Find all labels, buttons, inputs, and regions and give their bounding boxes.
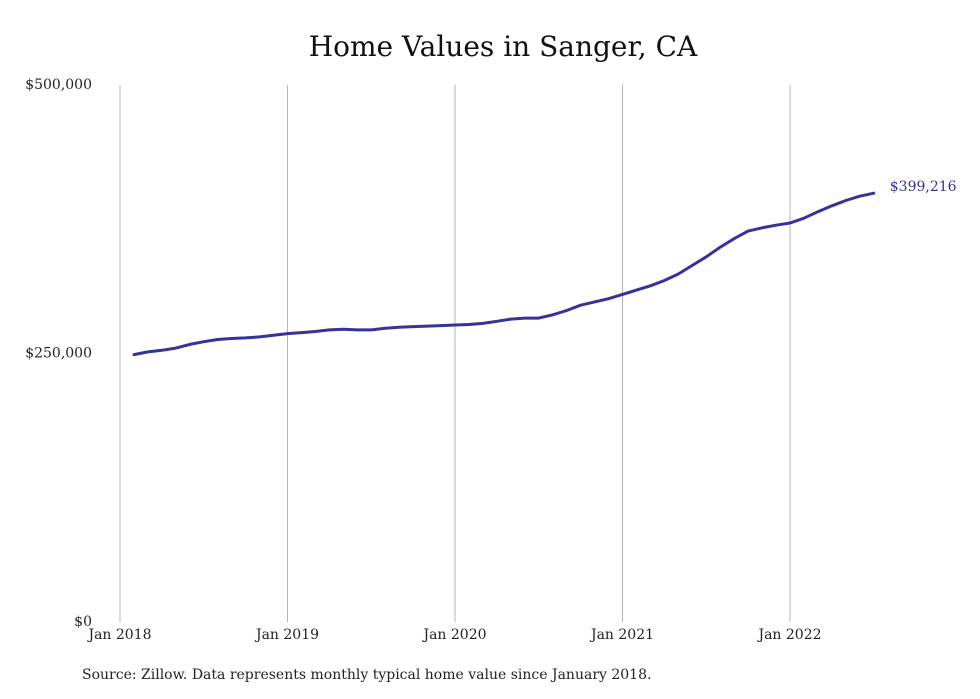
y-tick-label: $500,000: [25, 77, 92, 93]
x-tick-label: Jan 2019: [254, 627, 319, 643]
x-tick-label: Jan 2022: [756, 627, 821, 643]
y-tick-label: $250,000: [25, 346, 92, 362]
x-axis-ticks: Jan 2018 Jan 2019 Jan 2020 Jan 2021 Jan 2022: [86, 627, 821, 643]
y-axis-ticks: $0 $250,000 $500,000: [25, 77, 92, 630]
y-tick-label: $0: [74, 614, 92, 630]
line-chart: $0$250,000$500,000 Jan 2018 Jan 2019 Jan 2…: [25, 77, 957, 643]
x-tick-label: Jan 2021: [589, 627, 654, 643]
series-line: [132, 191, 876, 357]
chart-title: Home Values in Sanger, CA: [308, 30, 698, 63]
x-tick-label: Jan 2018: [86, 627, 151, 643]
series-layer: $399,216: [132, 179, 957, 357]
end-value-label: $399,216: [890, 179, 957, 195]
x-tick-label: Jan 2020: [421, 627, 486, 643]
source-note: Source: Zillow. Data represents monthly …: [82, 667, 652, 683]
gridlines: [119, 85, 791, 622]
